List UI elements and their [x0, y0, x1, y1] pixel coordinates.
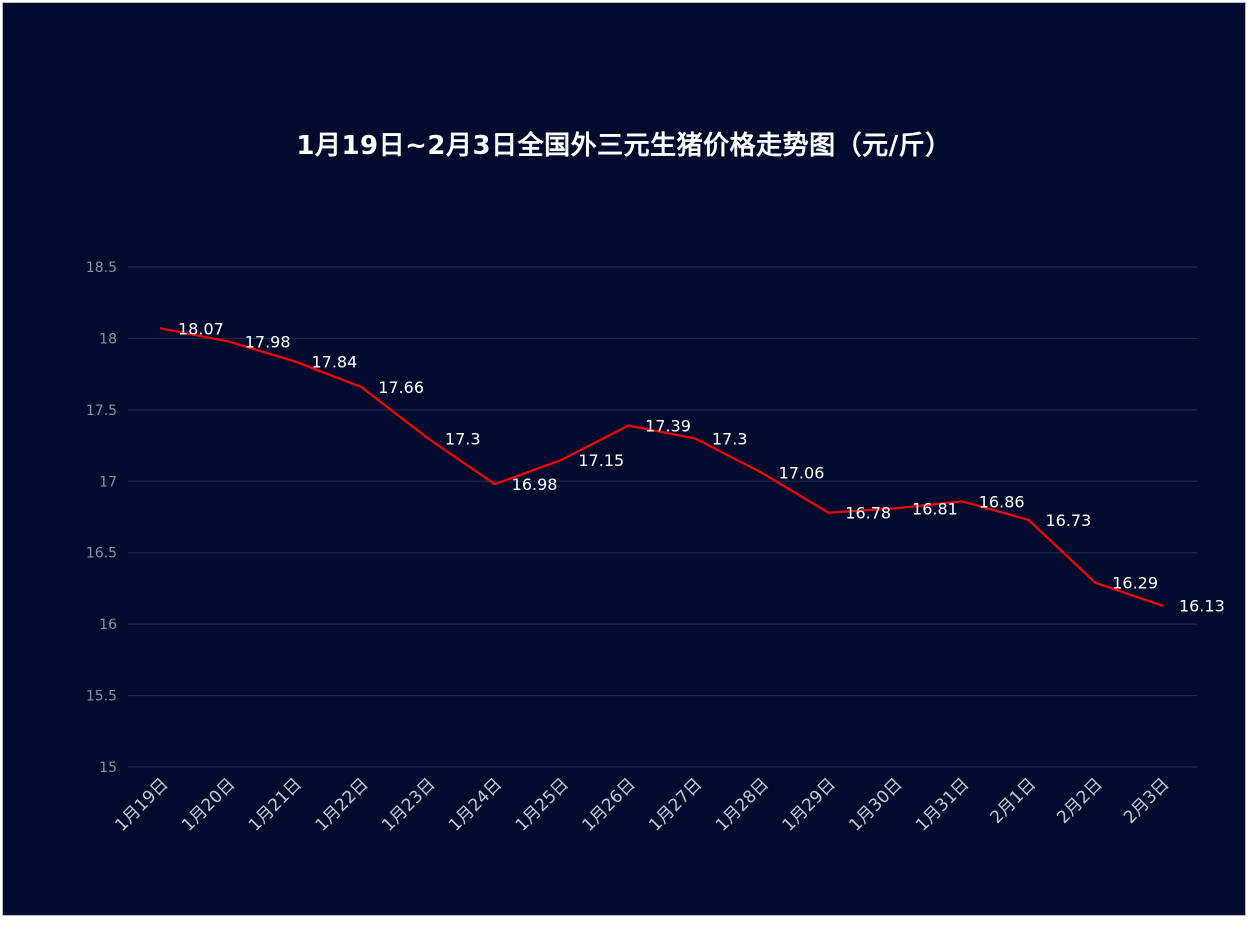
x-tick-label: 1月22日 [312, 774, 373, 835]
data-labels: 18.07 17.98 17.84 17.66 17.3 16.98 17.15 17.39 1… [178, 319, 1225, 615]
data-point [426, 437, 430, 440]
x-tick-label: 1月21日 [245, 774, 306, 835]
data-point [693, 437, 697, 440]
y-tick-label: 15.5 [86, 689, 117, 705]
data-point [293, 360, 296, 363]
line-chart: 15 15.5 16 16.5 17 17.5 18 18.5 1月19日 1月20日 1月21日… [86, 260, 1225, 836]
data-label: 16.81 [912, 499, 958, 518]
data-point [893, 507, 897, 510]
chart-title: 1月19日~2月3日全国外三元生猪价格走势图（元/斤） [296, 131, 952, 161]
data-label: 17.15 [578, 451, 624, 470]
x-tick-label: 2月1日 [987, 774, 1040, 827]
data-label: 17.3 [445, 429, 481, 448]
data-label: 16.78 [845, 504, 891, 523]
data-point [626, 424, 630, 427]
x-tick-label: 1月19日 [111, 774, 172, 835]
x-tick-label: 2月3日 [1120, 774, 1173, 827]
x-tick-label: 1月23日 [378, 774, 439, 835]
x-tick-label: 1月31日 [912, 774, 973, 835]
data-label: 18.07 [178, 319, 224, 338]
data-label: 16.98 [512, 475, 558, 494]
data-point [1160, 604, 1164, 607]
x-tick-label: 1月30日 [845, 774, 906, 835]
x-tick-label: 1月24日 [445, 774, 506, 835]
data-point [827, 511, 830, 514]
data-label: 16.29 [1112, 574, 1158, 593]
data-label: 16.13 [1179, 597, 1225, 616]
series-line [159, 327, 1164, 607]
x-tick-label: 1月27日 [645, 774, 706, 835]
data-label: 17.06 [779, 464, 825, 483]
y-tick-label: 17.5 [86, 403, 117, 419]
y-axis-ticks: 15 15.5 16 16.5 17 17.5 18 18.5 [86, 260, 117, 776]
data-point [760, 471, 763, 474]
x-tick-label: 1月29日 [779, 774, 840, 835]
chart-area: 1月19日~2月3日全国外三元生猪价格走势图（元/斤） 15 15.5 16 16.5… [2, 2, 1246, 916]
data-point [960, 500, 963, 503]
gridlines [128, 266, 1197, 768]
data-point [359, 385, 363, 389]
data-label: 17.3 [712, 429, 748, 448]
data-label: 16.86 [979, 492, 1025, 511]
data-point [159, 327, 163, 330]
x-tick-label: 1月26日 [579, 774, 640, 835]
x-tick-label: 1月25日 [512, 774, 573, 835]
data-point [560, 458, 563, 462]
series-line-path [160, 327, 1163, 607]
y-tick-label: 16.5 [86, 546, 117, 562]
y-tick-label: 18 [99, 331, 117, 347]
data-point [1094, 581, 1097, 584]
x-axis-ticks: 1月19日 1月20日 1月21日 1月22日 1月23日 1月24日 1月25日 1月26日… [111, 774, 1173, 835]
data-label: 17.98 [245, 332, 291, 351]
data-label: 17.66 [378, 378, 424, 397]
x-tick-label: 1月20日 [178, 774, 239, 835]
data-point [1027, 518, 1030, 522]
y-tick-label: 18.5 [86, 260, 117, 276]
x-tick-label: 2月2日 [1053, 774, 1106, 827]
x-tick-label: 1月28日 [712, 774, 773, 835]
data-point [226, 340, 229, 343]
data-point [493, 482, 496, 486]
data-label: 17.84 [311, 352, 357, 371]
y-tick-label: 17 [99, 474, 117, 490]
y-tick-label: 15 [99, 760, 117, 776]
y-tick-label: 16 [99, 617, 117, 633]
data-label: 17.39 [645, 417, 691, 436]
data-label: 16.73 [1045, 511, 1091, 530]
